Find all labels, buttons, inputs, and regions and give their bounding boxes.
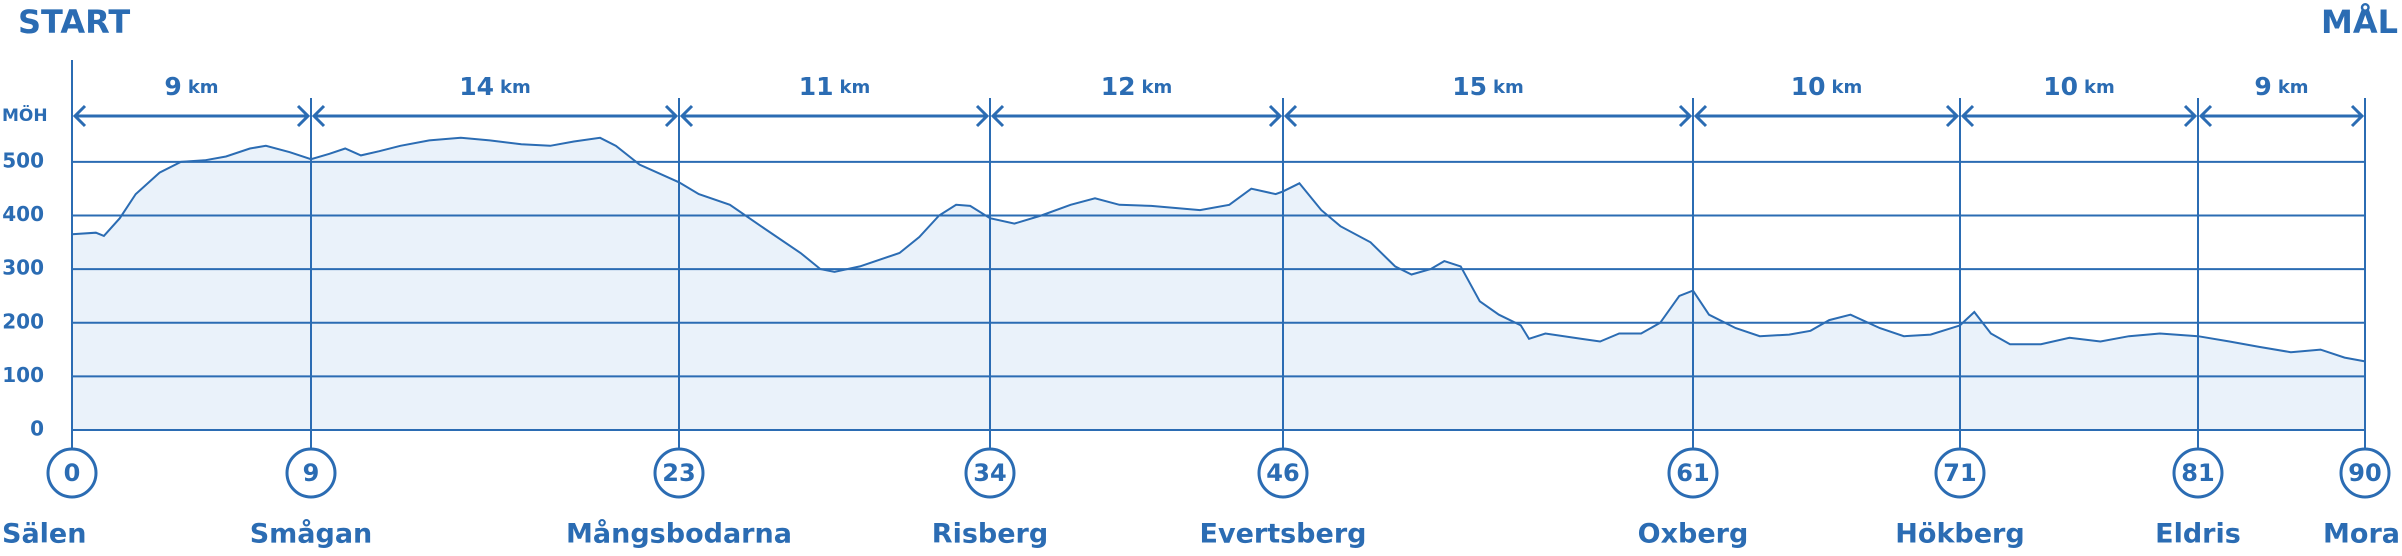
area-fill [72,137,2365,431]
segment-label: 9 km [2254,72,2308,101]
segment-distance: 9 [164,72,181,101]
segment-unit: km [188,77,219,98]
checkpoint-circle [653,447,705,499]
checkpoint-km: 0 [64,459,81,487]
checkpoint-km: 61 [1676,459,1709,487]
segment-unit: km [2084,77,2115,98]
segment-unit: km [1142,77,1173,98]
checkpoint-name: Oxberg [1638,519,1749,550]
checkpoint-circle [1667,447,1719,499]
segment-arrow [311,104,679,128]
y-tick-label: 100 [2,363,44,387]
segment-distance: 10 [2043,72,2078,101]
checkpoint-circle [2172,447,2224,499]
segment-unit: km [1832,77,1863,98]
segment-distance: 15 [1452,72,1487,101]
y-tick-label: 300 [2,256,44,280]
segment-label: 11 km [799,72,871,101]
end-label: MÅL [2321,3,2398,41]
checkpoint-name: Smågan [250,518,373,550]
checkpoint-circle [285,447,337,499]
checkpoint-circle [1257,447,1309,499]
segment-unit: km [2278,77,2309,98]
checkpoint-circle [2339,447,2391,499]
checkpoint-circle [46,447,98,499]
segment-arrow [1960,104,2198,128]
segment-label: 14 km [459,72,531,101]
checkpoint-km: 34 [973,459,1006,487]
segment-unit: km [500,77,531,98]
segment-label: 9 km [164,72,218,101]
segment-label: 10 km [1791,72,1863,101]
segment-distance: 14 [459,72,494,101]
segment-distance: 11 [799,72,834,101]
segment-arrow [1283,104,1693,128]
start-label: START [18,3,130,41]
segment-arrow [72,104,311,128]
checkpoint-name: Risberg [932,519,1048,550]
segment-unit: km [840,77,871,98]
segment-arrow [679,104,990,128]
checkpoint-km: 9 [303,459,320,487]
segment-distance: 9 [2254,72,2271,101]
checkpoint-km: 46 [1266,459,1299,487]
checkpoint-name: Sälen [2,519,86,550]
y-axis-label: MÖH [2,104,48,126]
segment-arrow [2198,104,2365,128]
y-tick-label: 200 [2,309,44,333]
segment-distance: 10 [1791,72,1826,101]
checkpoint-name: Mora [2323,519,2400,550]
segment-label: 12 km [1101,72,1173,101]
checkpoint-km: 23 [662,459,695,487]
checkpoint-circle [964,447,1016,499]
segment-arrow [990,104,1283,128]
checkpoint-km: 90 [2348,459,2381,487]
checkpoint-circle [1934,447,1986,499]
checkpoint-name: Eldris [2155,519,2241,550]
segment-distance: 12 [1101,72,1136,101]
segment-arrow [1693,104,1960,128]
y-tick-label: 400 [2,202,44,226]
segment-unit: km [1493,77,1524,98]
elevation-line [71,136,2366,363]
checkpoint-km: 81 [2181,459,2214,487]
checkpoint-km: 71 [1943,459,1976,487]
y-tick-label: 500 [2,148,44,172]
checkpoint-name: Hökberg [1895,519,2024,550]
checkpoint-name: Mångsbodarna [566,518,792,550]
segment-label: 15 km [1452,72,1524,101]
segment-label: 10 km [2043,72,2115,101]
y-tick-label: 0 [30,417,44,441]
checkpoint-name: Evertsberg [1200,519,1367,550]
